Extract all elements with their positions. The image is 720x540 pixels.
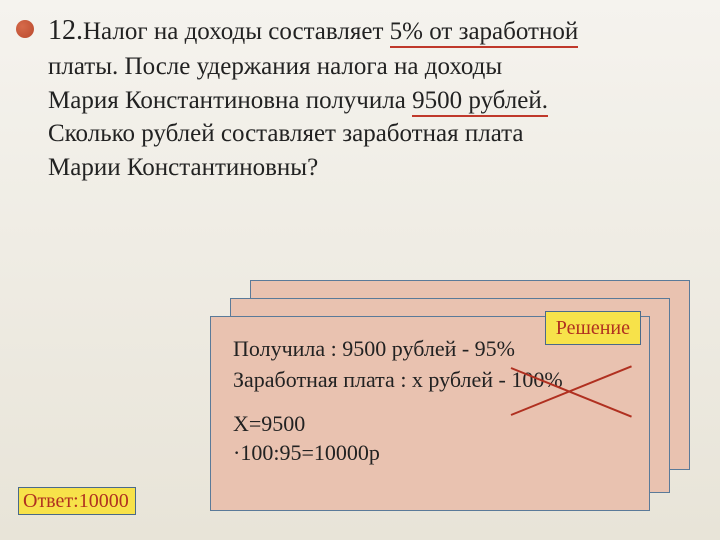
problem-text: 12.Налог на доходы составляет 5% от зара…	[48, 12, 690, 185]
problem-line5: Марии Константиновны?	[48, 154, 318, 181]
problem-part2: от заработной	[423, 18, 578, 48]
card-front: Решение Получила : 9500 рублей - 95% Зар…	[210, 316, 650, 511]
solution-stack: Решение Получила : 9500 рублей - 95% Зар…	[210, 280, 690, 505]
answer-value: 10000	[79, 490, 129, 512]
problem-part1: Налог на доходы составляет	[83, 18, 390, 45]
answer-label: Ответ:	[23, 490, 79, 512]
problem-number: 12.	[48, 15, 83, 46]
problem-line4: Сколько рублей составляет заработная пла…	[48, 120, 523, 147]
problem-line3a: Мария Константиновна получила	[48, 87, 412, 114]
solution-line3a: X=9500	[233, 410, 629, 439]
bullet-icon	[16, 20, 34, 38]
problem-amount: 9500 рублей.	[412, 87, 548, 117]
problem-line2: платы. После удержания налога на доходы	[48, 53, 502, 80]
solution-label: Решение	[545, 311, 641, 345]
solution-line3b: ·100:95=10000р	[233, 439, 629, 468]
answer-box: Ответ:10000	[18, 487, 136, 515]
problem-container: 12.Налог на доходы составляет 5% от зара…	[0, 0, 720, 185]
problem-percent: 5%	[390, 18, 423, 48]
